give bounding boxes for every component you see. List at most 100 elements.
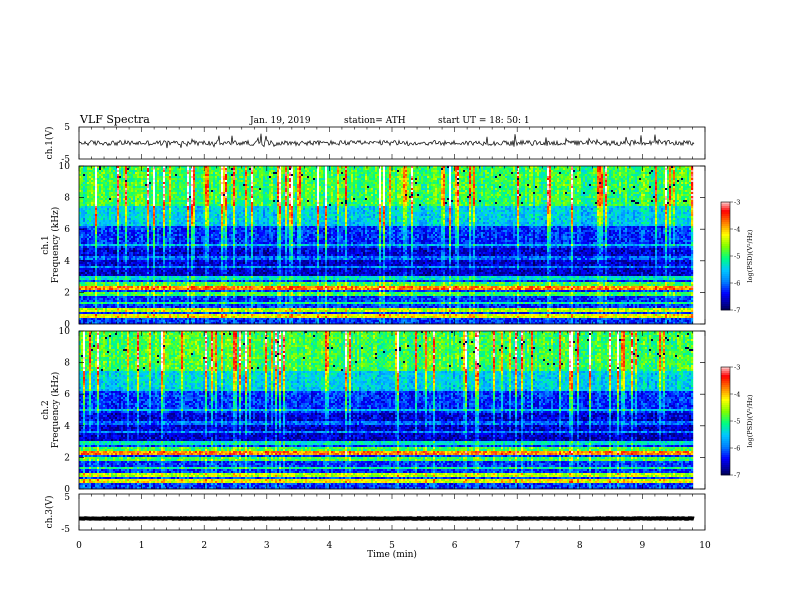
colorbar-tick-label: -4 (734, 225, 740, 233)
colorbar-band (721, 431, 730, 434)
ch3-ytick-bottom: -5 (61, 525, 70, 535)
colorbar-band (721, 377, 730, 380)
ytick-label: 2 (64, 288, 70, 298)
colorbar-band (721, 375, 730, 378)
ytick-label: 6 (64, 225, 70, 235)
header-station: station= ATH (344, 116, 406, 126)
header-date: Jan. 19, 2019 (249, 116, 311, 126)
colorbar-band (721, 256, 730, 259)
colorbar-band (721, 276, 730, 279)
xtick-label: 7 (514, 541, 520, 551)
ch1-spectrogram-yticks: 0 2 4 6 8 10 (59, 162, 705, 330)
colorbar-band (721, 441, 730, 444)
colorbar-band (721, 296, 730, 299)
colorbar-band (721, 280, 730, 283)
colorbar-tick-label: -4 (734, 390, 740, 398)
ch3-ytick-top: 5 (64, 493, 70, 503)
colorbar-band (721, 250, 730, 253)
ch3-waveform-trace (78, 515, 695, 521)
colorbar-band (721, 419, 730, 422)
colorbar-band (721, 467, 730, 470)
ch2-colorbar-label: log(PSD)(V²/Hz) (746, 394, 754, 447)
colorbar-band (721, 224, 730, 227)
colorbar-band (721, 234, 730, 237)
colorbar-band (721, 457, 730, 460)
colorbar-band (721, 204, 730, 207)
colorbar-band (721, 278, 730, 281)
colorbar-band (721, 288, 730, 291)
colorbar-band (721, 230, 730, 233)
xtick-label: 3 (264, 541, 270, 551)
colorbar-band (721, 473, 730, 476)
colorbar-band (721, 371, 730, 374)
colorbar-tick-label: -3 (734, 363, 740, 371)
xtick-label: 8 (577, 541, 583, 551)
ch2-spectrogram-panel: 0 2 4 6 8 10 ch.2 Frequency (kHz) -3 -4 -5 -6 -7 … (41, 327, 754, 495)
figure-title: VLF Spectra (79, 113, 150, 126)
ch3-waveform-panel: 5 -5 ch.3(V) (44, 493, 706, 535)
colorbar-band (721, 290, 730, 293)
colorbar-band (721, 216, 730, 219)
colorbar-band (721, 401, 730, 404)
colorbar-band (721, 206, 730, 209)
colorbar-band (721, 465, 730, 468)
colorbar-band (721, 306, 730, 309)
colorbar-band (721, 407, 730, 410)
colorbar-band (721, 447, 730, 450)
colorbar-band (721, 463, 730, 466)
colorbar-band (721, 226, 730, 229)
colorbar-band (721, 369, 730, 372)
xtick-label: 5 (389, 541, 395, 551)
ytick-label: 8 (64, 359, 70, 369)
colorbar-band (721, 429, 730, 432)
ch1-colorbar-bands (721, 202, 730, 311)
colorbar-band (721, 427, 730, 430)
ch1-waveform-ylabel: ch.1(V) (44, 127, 55, 160)
ch2-spectrogram-yticks: 0 2 4 6 8 10 (59, 327, 705, 495)
colorbar-band (721, 367, 730, 370)
ch2-colorbar-ticks: -3 -4 -5 -6 -7 (730, 363, 740, 479)
colorbar-band (721, 308, 730, 311)
colorbar-band (721, 252, 730, 255)
colorbar-band (721, 268, 730, 271)
colorbar-band (721, 395, 730, 398)
ch2-spectrogram-cells (79, 331, 694, 490)
xtick-label: 4 (327, 541, 333, 551)
ytick-label: 2 (64, 453, 70, 463)
ch1-colorbar: -3 -4 -5 -6 -7 log(PSD)(V²/Hz) (720, 198, 754, 314)
colorbar-band (721, 451, 730, 454)
ch2-colorbar: -3 -4 -5 -6 -7 log(PSD)(V²/Hz) (720, 363, 754, 479)
colorbar-band (721, 212, 730, 215)
colorbar-band (721, 383, 730, 386)
xtick-label: 10 (699, 541, 711, 551)
colorbar-band (721, 381, 730, 384)
colorbar-band (721, 425, 730, 428)
ytick-label: 0 (64, 485, 70, 495)
colorbar-band (721, 248, 730, 251)
colorbar-band (721, 453, 730, 456)
ch1-spectrogram-cells (79, 166, 694, 325)
ch1-spectrogram-ylabel-line2: Frequency (kHz) (50, 207, 61, 284)
colorbar-band (721, 232, 730, 235)
colorbar-band (721, 242, 730, 245)
colorbar-band (721, 274, 730, 277)
colorbar-band (721, 449, 730, 452)
ch3-waveform-ylabel: ch.3(V) (44, 496, 55, 529)
header-start-time: start UT = 18: 50: 1 (438, 116, 530, 126)
xtick-label: 1 (139, 541, 145, 551)
colorbar-band (721, 409, 730, 412)
colorbar-band (721, 286, 730, 289)
ch1-colorbar-label: log(PSD)(V²/Hz) (746, 229, 754, 282)
colorbar-band (721, 208, 730, 211)
colorbar-band (721, 469, 730, 472)
colorbar-band (721, 435, 730, 438)
ytick-label: 4 (64, 257, 70, 267)
ch2-spectrogram-ylabel-line2: Frequency (kHz) (50, 372, 61, 449)
colorbar-band (721, 210, 730, 213)
colorbar-band (721, 258, 730, 261)
xtick-label: 9 (640, 541, 646, 551)
colorbar-band (721, 405, 730, 408)
colorbar-band (721, 282, 730, 285)
colorbar-band (721, 262, 730, 265)
colorbar-tick-label: -3 (734, 198, 740, 206)
